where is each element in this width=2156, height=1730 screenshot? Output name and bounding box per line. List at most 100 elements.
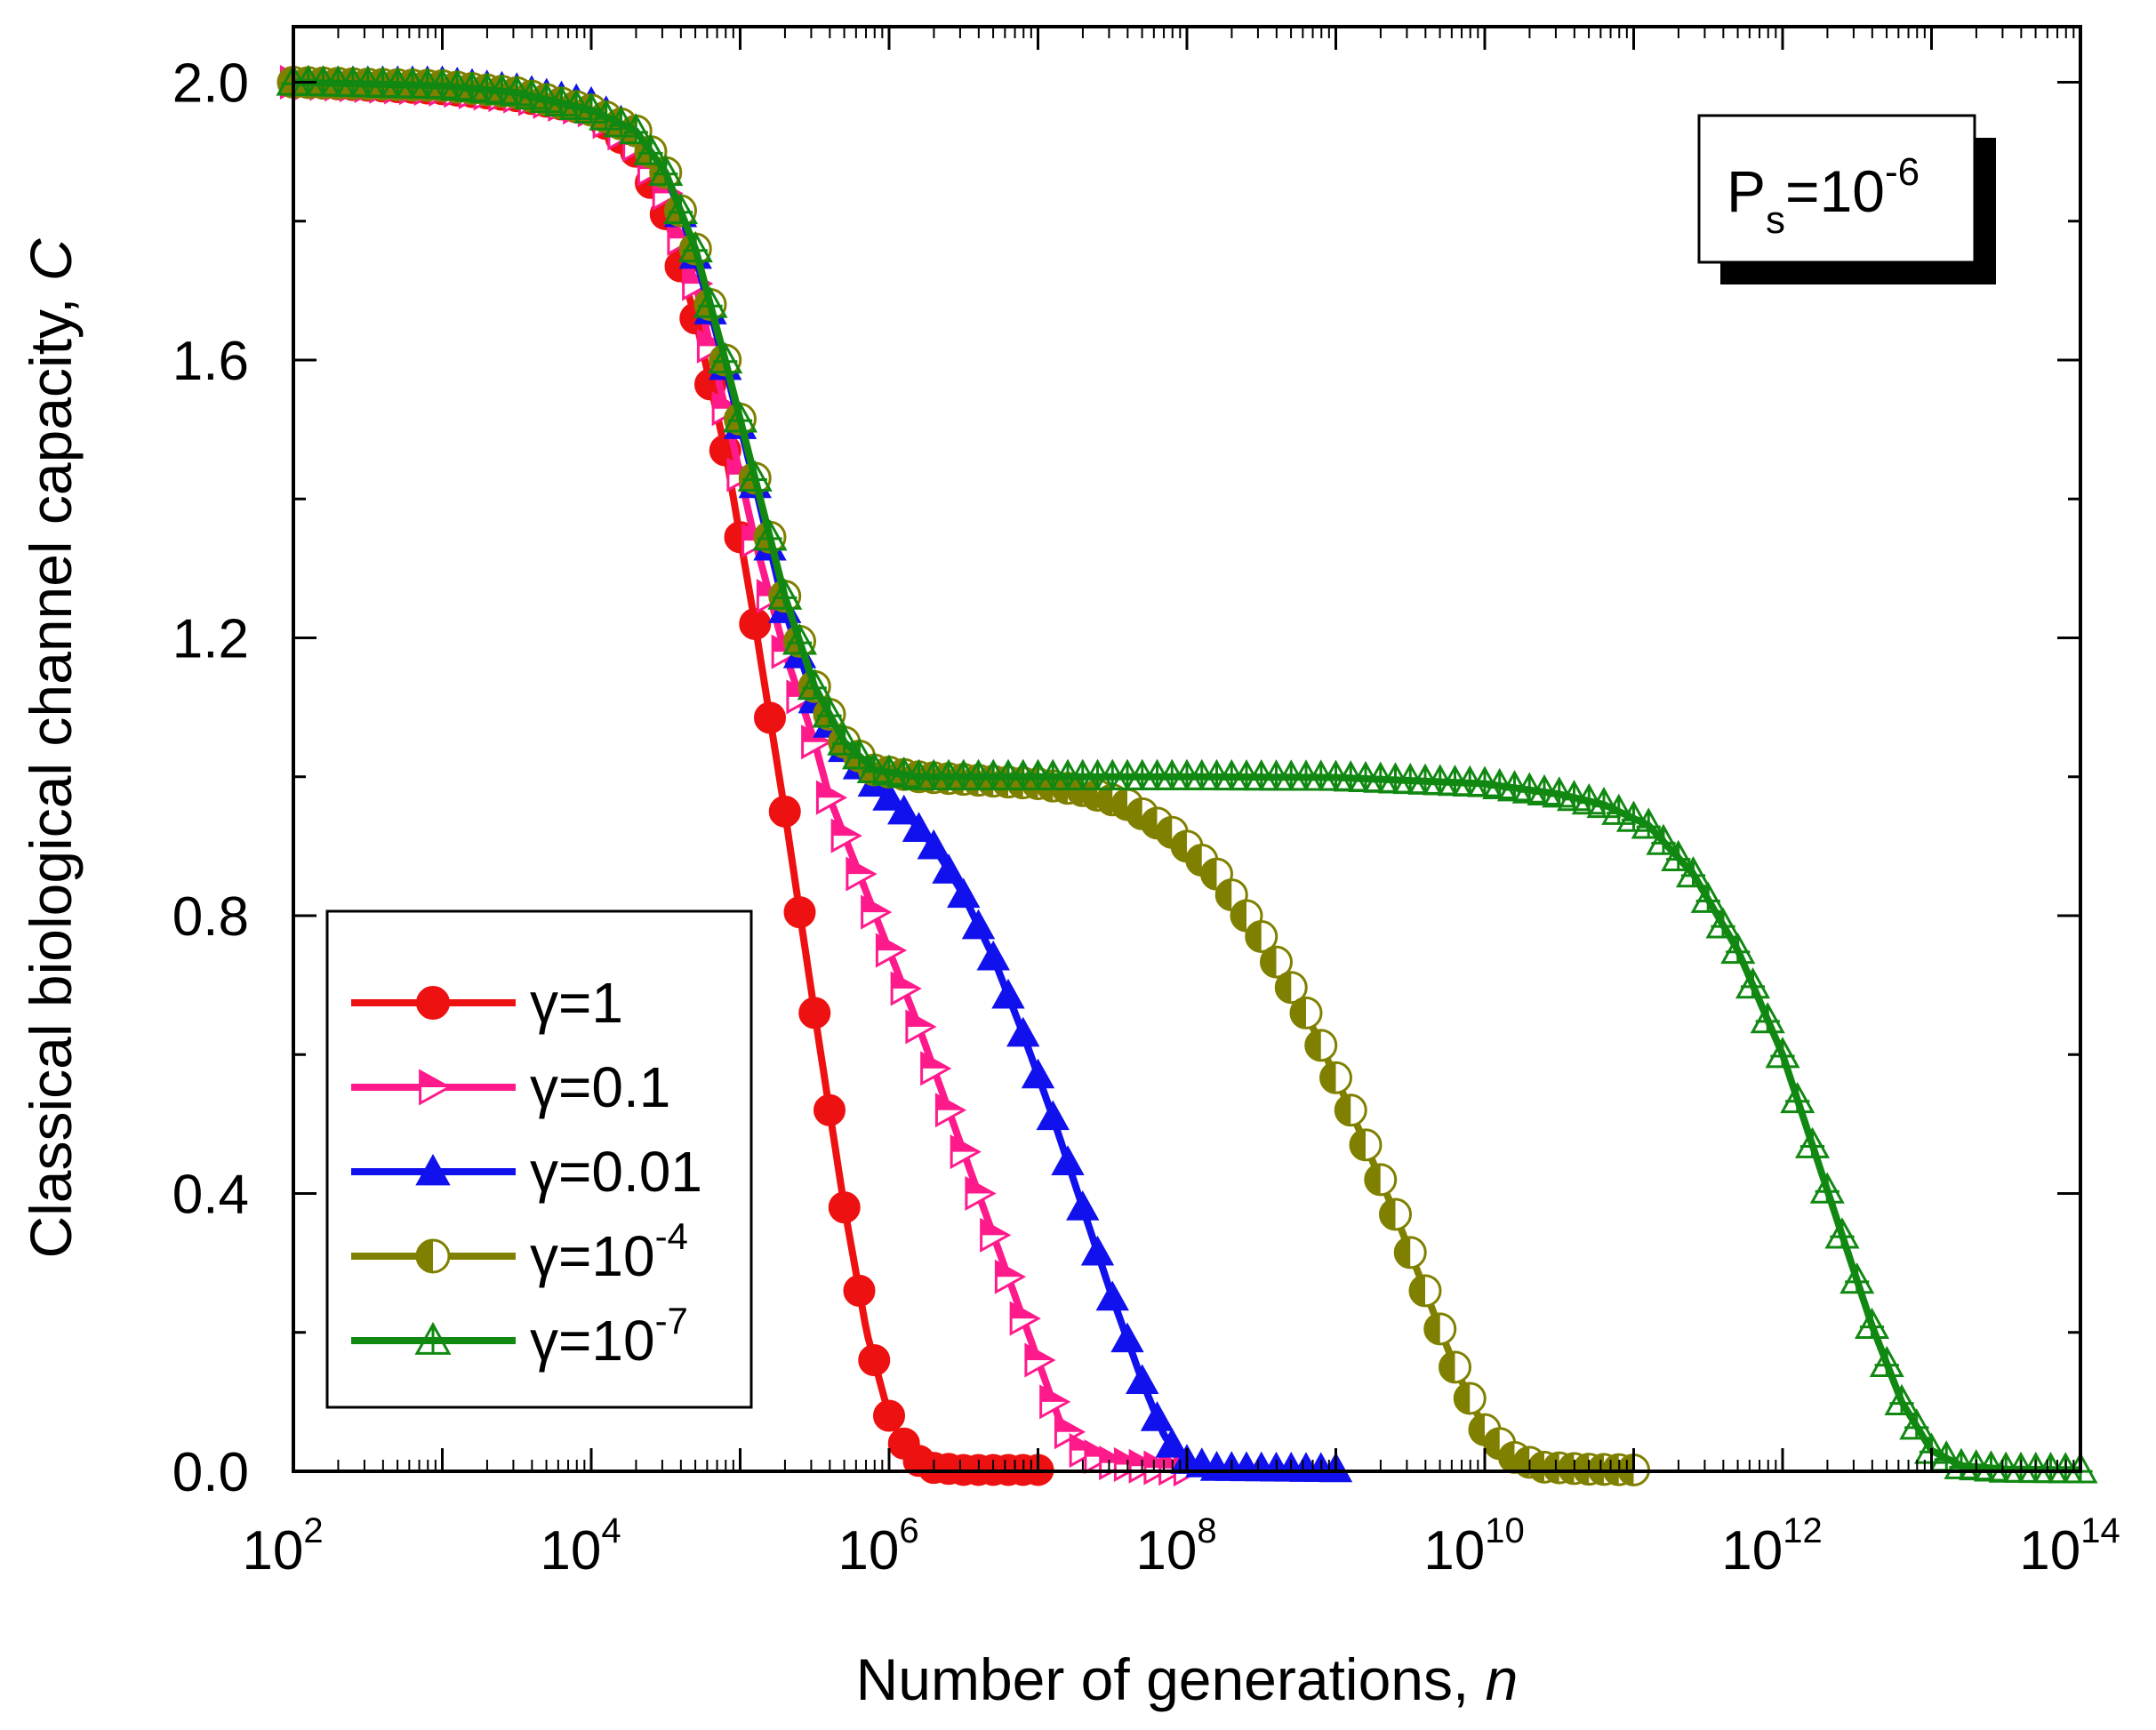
legend-label-base: γ=0.01 [530,1140,702,1204]
x-tick-label: 1014 [2019,1511,2120,1582]
series-2-marker [815,780,848,815]
series-4-marker-fill [1305,1029,1321,1061]
legend-marker [416,986,450,1020]
series-3-marker [961,909,996,940]
series-4-marker-fill [1455,1382,1471,1414]
series-5-marker [1735,967,1771,999]
series-2-marker [980,1217,1012,1253]
series-4-marker [1304,1029,1338,1062]
series-5-marker [708,341,743,374]
series-2-marker [950,1134,982,1170]
series-5-marker [767,578,803,610]
series-5-marker [1765,1037,1800,1069]
series-3-marker [1006,1016,1040,1047]
series-4-marker-fill [1410,1275,1425,1306]
series-5 [276,64,2098,1484]
series-5-marker [1750,1002,1785,1034]
series-5-marker [618,113,653,145]
x-tick-label-base: 10 [838,1520,899,1582]
legend-label-base: γ=10 [530,1309,655,1373]
x-tick-label: 1010 [1423,1511,1524,1582]
series-2-marker [994,1259,1027,1294]
series-3-marker [1110,1322,1144,1353]
series-5-marker [1675,856,1711,888]
series-4-marker-fill [1439,1351,1455,1382]
series-4-marker [1408,1274,1442,1308]
legend-marker [415,1238,451,1274]
series-2-marker [1024,1342,1056,1378]
series-5-marker [1839,1262,1875,1294]
annotation-superscript: -6 [1885,150,1920,194]
series-5-marker [841,738,878,770]
legend-label: γ=10-4 [530,1215,688,1288]
series-5-marker [1884,1383,1920,1415]
series-5-marker [1705,907,1741,939]
annotation-middle: =10 [1785,158,1885,224]
series-3-marker [947,877,981,909]
y-tick-label: 1.6 [172,331,249,392]
series-4-marker-fill [1499,1442,1515,1473]
x-tick-label-exponent: 10 [1485,1511,1525,1550]
series-3-marker [917,829,950,860]
series-4-marker-fill [1246,921,1262,952]
x-tick-label: 102 [242,1511,323,1582]
legend-label: γ=10-7 [530,1300,688,1373]
series-4-marker-fill [1201,859,1217,890]
series-2-marker-fill [1040,1386,1069,1402]
series-5-marker [737,460,773,492]
series-5-marker [1720,932,1756,965]
series-3-marker [932,853,966,884]
series-4-marker-fill [1335,1094,1351,1125]
series-4-marker-fill [1291,997,1306,1029]
series-4-marker-fill [1559,1453,1575,1484]
series-1-marker [739,607,772,640]
series-5-marker [1661,839,1696,871]
series-2-marker-fill [951,1136,979,1152]
legend-item-5: γ=10-7 [351,1300,688,1373]
series-4-marker [1393,1236,1427,1269]
series-4-marker [1260,945,1293,979]
axis-layer: 102 104 106 108 1010 1012 10140.00.40.81.21.62… [172,27,2120,1582]
legend-label: γ=1 [530,971,623,1035]
legend-label: γ=0.01 [530,1140,702,1204]
annotation-base: P [1727,158,1766,224]
series-2-marker-fill [892,973,919,989]
x-tick-label: 1012 [1721,1511,1822,1582]
legend-label-superscript: -7 [655,1300,688,1342]
series-4-marker-fill [1380,1198,1396,1229]
x-tick-label-exponent: 4 [601,1511,621,1550]
series-3-marker [1066,1190,1100,1221]
y-tick-label: 0.8 [172,886,249,948]
series-5-marker [662,192,699,225]
series-2-marker-fill [846,859,875,875]
series-5-marker [1646,823,1681,855]
series-5-marker [752,519,788,551]
series-1-marker [873,1399,905,1432]
series-2-marker [890,971,922,1006]
series-4-marker [1364,1163,1398,1197]
series-2-marker-fill [832,821,860,837]
x-tick-label-exponent: 12 [1783,1511,1823,1550]
series-4-marker-fill [1231,901,1246,931]
legend-item-4: γ=10-4 [351,1215,688,1288]
series-3-marker [976,940,1010,971]
series-4-marker [1423,1312,1457,1346]
series-4-marker-fill [1097,784,1113,815]
x-tick-label-base: 10 [242,1520,303,1582]
x-tick-label: 108 [1135,1511,1216,1582]
series-4-marker-fill [1470,1414,1485,1446]
series-5-marker [812,696,847,728]
series-1-marker [754,701,786,734]
series-2-marker-fill [1025,1345,1054,1360]
series-3-marker [1036,1100,1070,1131]
x-tick-label: 106 [838,1511,918,1582]
legend-label-base: γ=0.1 [530,1055,670,1119]
legend-items: γ=1 γ=0.1 γ=0.01 γ=10-4 γ=10-7 [351,971,702,1373]
series-2-marker [934,1093,967,1128]
series-1-marker [858,1344,891,1376]
series-5-marker [1690,881,1726,913]
series-5-marker [722,401,758,433]
series-2-marker [846,856,878,892]
series-4-marker [1439,1350,1471,1384]
y-axis-title-variable: C [18,237,84,281]
